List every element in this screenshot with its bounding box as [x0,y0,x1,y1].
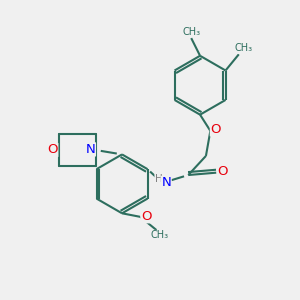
Text: CH₃: CH₃ [150,230,169,240]
Text: H: H [155,174,163,184]
Text: CH₃: CH₃ [182,27,200,37]
Text: O: O [141,210,152,223]
Text: N: N [85,143,95,156]
Text: O: O [210,123,221,136]
Text: N: N [161,176,171,190]
Text: O: O [218,165,228,178]
Text: CH₃: CH₃ [234,44,252,53]
Text: O: O [47,143,58,157]
